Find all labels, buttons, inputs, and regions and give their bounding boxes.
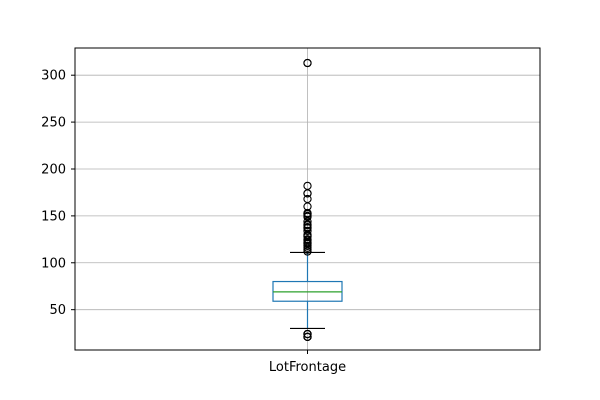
x-tick-label: LotFrontage [269, 360, 346, 375]
grid [75, 48, 540, 350]
outlier-point [303, 194, 312, 204]
y-tick-label: 300 [41, 69, 66, 84]
outlier-point [303, 235, 312, 244]
x-axis: LotFrontage [269, 350, 346, 375]
outlier-point [303, 58, 312, 68]
y-axis: 50 100 150 200 250 300 [41, 69, 75, 318]
outlier-point [303, 208, 312, 218]
y-tick-label: 200 [41, 162, 66, 177]
outlier-point [303, 226, 312, 236]
y-tick-label: 250 [41, 116, 66, 131]
y-tick-label: 150 [41, 209, 66, 224]
outlier-point [303, 329, 312, 339]
y-tick-label: 100 [41, 256, 66, 271]
y-tick-label: 50 [49, 303, 66, 318]
outlier-point [303, 332, 312, 342]
outlier-point [303, 181, 312, 191]
box-plot-series [272, 58, 343, 342]
